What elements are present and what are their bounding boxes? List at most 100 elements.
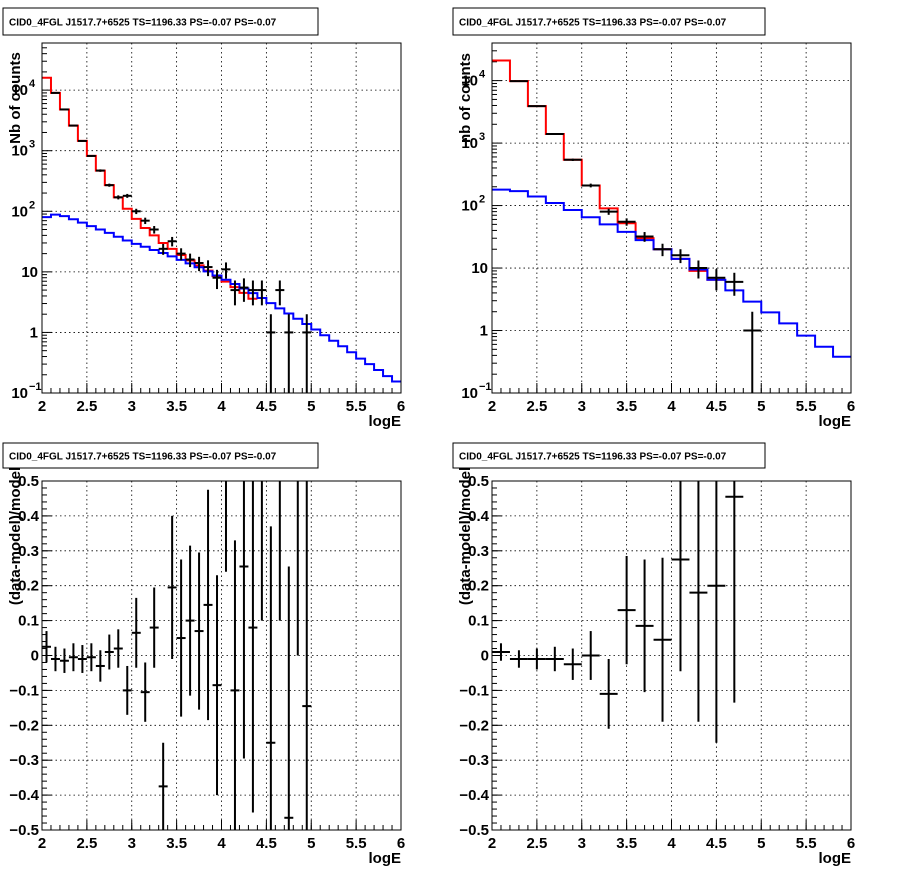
y-tick-label: −0.3 <box>9 752 39 769</box>
data-point <box>131 208 141 215</box>
plot-frame <box>491 42 852 394</box>
data-point <box>176 559 186 717</box>
x-tick-label: 4 <box>217 398 226 415</box>
data-point <box>194 552 204 710</box>
data-point <box>50 91 60 94</box>
data-point <box>149 226 159 234</box>
x-tick-label: 3 <box>578 835 586 852</box>
x-axis-title: logE <box>819 413 852 430</box>
data-point <box>131 597 141 668</box>
x-tick-label: 4 <box>667 835 676 852</box>
data-point <box>158 243 168 255</box>
data-point <box>104 634 114 670</box>
data-point <box>617 218 636 226</box>
data-point <box>185 545 195 696</box>
data-point <box>266 314 276 393</box>
data-point <box>212 269 222 290</box>
x-tick-label: 6 <box>847 398 855 415</box>
x-tick-label: 4.5 <box>706 835 727 852</box>
x-tick-label: 4.5 <box>256 835 277 852</box>
data-point <box>95 169 105 172</box>
y-tick-exponent: 3 <box>479 131 485 143</box>
x-tick-label: 2 <box>38 398 46 415</box>
data-point <box>158 742 168 830</box>
x-tick-label: 6 <box>847 835 855 852</box>
data-point <box>653 243 672 257</box>
chart-panel-2: CID0_4FGL J1517.7+6525 TS=1196.33 PS=-0.… <box>452 7 855 430</box>
data-point <box>599 658 618 729</box>
y-axis-title: (data-model)/model <box>7 467 24 605</box>
y-tick-label: 0.4 <box>468 508 490 525</box>
y-tick-label: 0.4 <box>18 508 40 525</box>
y-tick-exponent: −1 <box>479 381 492 393</box>
x-tick-label: 3 <box>578 398 586 415</box>
x-tick-label: 3.5 <box>166 835 187 852</box>
x-tick-label: 3 <box>128 398 136 415</box>
data-point <box>248 481 258 813</box>
panel-title-box <box>452 442 766 469</box>
data-point <box>194 256 204 272</box>
plot-frame <box>41 480 402 831</box>
y-tick-label: −0.4 <box>459 787 489 804</box>
x-tick-label: 2.5 <box>526 398 547 415</box>
data-point <box>563 648 582 680</box>
y-tick-label: −0.5 <box>459 822 489 839</box>
x-tick-label: 3.5 <box>166 398 187 415</box>
data-point <box>509 650 528 668</box>
x-tick-label: 2.5 <box>76 835 97 852</box>
x-tick-label: 5.5 <box>796 835 817 852</box>
data-point <box>59 648 69 673</box>
y-axis-title: (data-model)/model <box>457 467 474 605</box>
y-tick-label: 0.2 <box>468 578 489 595</box>
series-histogram-1 <box>492 59 726 281</box>
data-point <box>77 139 87 142</box>
x-tick-label: 2 <box>488 835 496 852</box>
x-axis-title: logE <box>369 850 402 867</box>
data-point <box>140 662 150 722</box>
x-tick-label: 2 <box>38 835 46 852</box>
panel-title: CID0_4FGL J1517.7+6525 TS=1196.33 PS=-0.… <box>459 18 727 29</box>
data-point <box>59 108 69 111</box>
y-axis-title: Nb of counts <box>7 52 24 144</box>
data-point <box>275 280 285 306</box>
data-point <box>581 631 600 680</box>
panel-title: CID0_4FGL J1517.7+6525 TS=1196.33 PS=-0.… <box>9 452 277 463</box>
y-tick-label: 0.3 <box>468 543 489 560</box>
data-point <box>707 269 726 291</box>
data-point <box>167 515 177 659</box>
x-tick-label: 5 <box>307 835 315 852</box>
x-tick-label: 5 <box>757 835 765 852</box>
data-point <box>284 314 294 393</box>
data-point <box>140 217 150 225</box>
data-point <box>176 248 186 261</box>
x-tick-label: 4.5 <box>706 398 727 415</box>
series-histogram-2 <box>492 188 851 358</box>
panel-title-box <box>2 442 319 469</box>
data-point <box>104 183 114 187</box>
y-tick-label: 1 <box>480 323 488 340</box>
y-tick-exponent: −1 <box>29 381 42 393</box>
y-tick-label: 0 <box>481 648 489 665</box>
x-tick-label: 5 <box>307 398 315 415</box>
data-point <box>77 645 87 673</box>
x-tick-label: 2 <box>488 398 496 415</box>
data-point <box>203 260 213 277</box>
data-point <box>725 481 744 703</box>
chart-panel-4: CID0_4FGL J1517.7+6525 TS=1196.33 PS=-0.… <box>452 442 855 867</box>
chart-panel-3: CID0_4FGL J1517.7+6525 TS=1196.33 PS=-0.… <box>2 442 405 867</box>
data-point <box>122 665 132 715</box>
data-point <box>743 311 762 393</box>
data-point <box>545 646 564 672</box>
chart-panel-1: CID0_4FGL J1517.7+6525 TS=1196.33 PS=-0.… <box>2 7 405 430</box>
y-tick-label: 10 <box>11 143 28 160</box>
y-tick-exponent: 3 <box>29 139 35 151</box>
x-tick-label: 4 <box>667 398 676 415</box>
data-point <box>212 575 222 796</box>
data-point <box>86 154 96 157</box>
data-point <box>95 650 105 682</box>
x-tick-label: 3.5 <box>616 835 637 852</box>
data-point <box>707 481 726 743</box>
x-tick-label: 3 <box>128 835 136 852</box>
data-point <box>527 648 546 670</box>
data-point <box>725 272 744 296</box>
